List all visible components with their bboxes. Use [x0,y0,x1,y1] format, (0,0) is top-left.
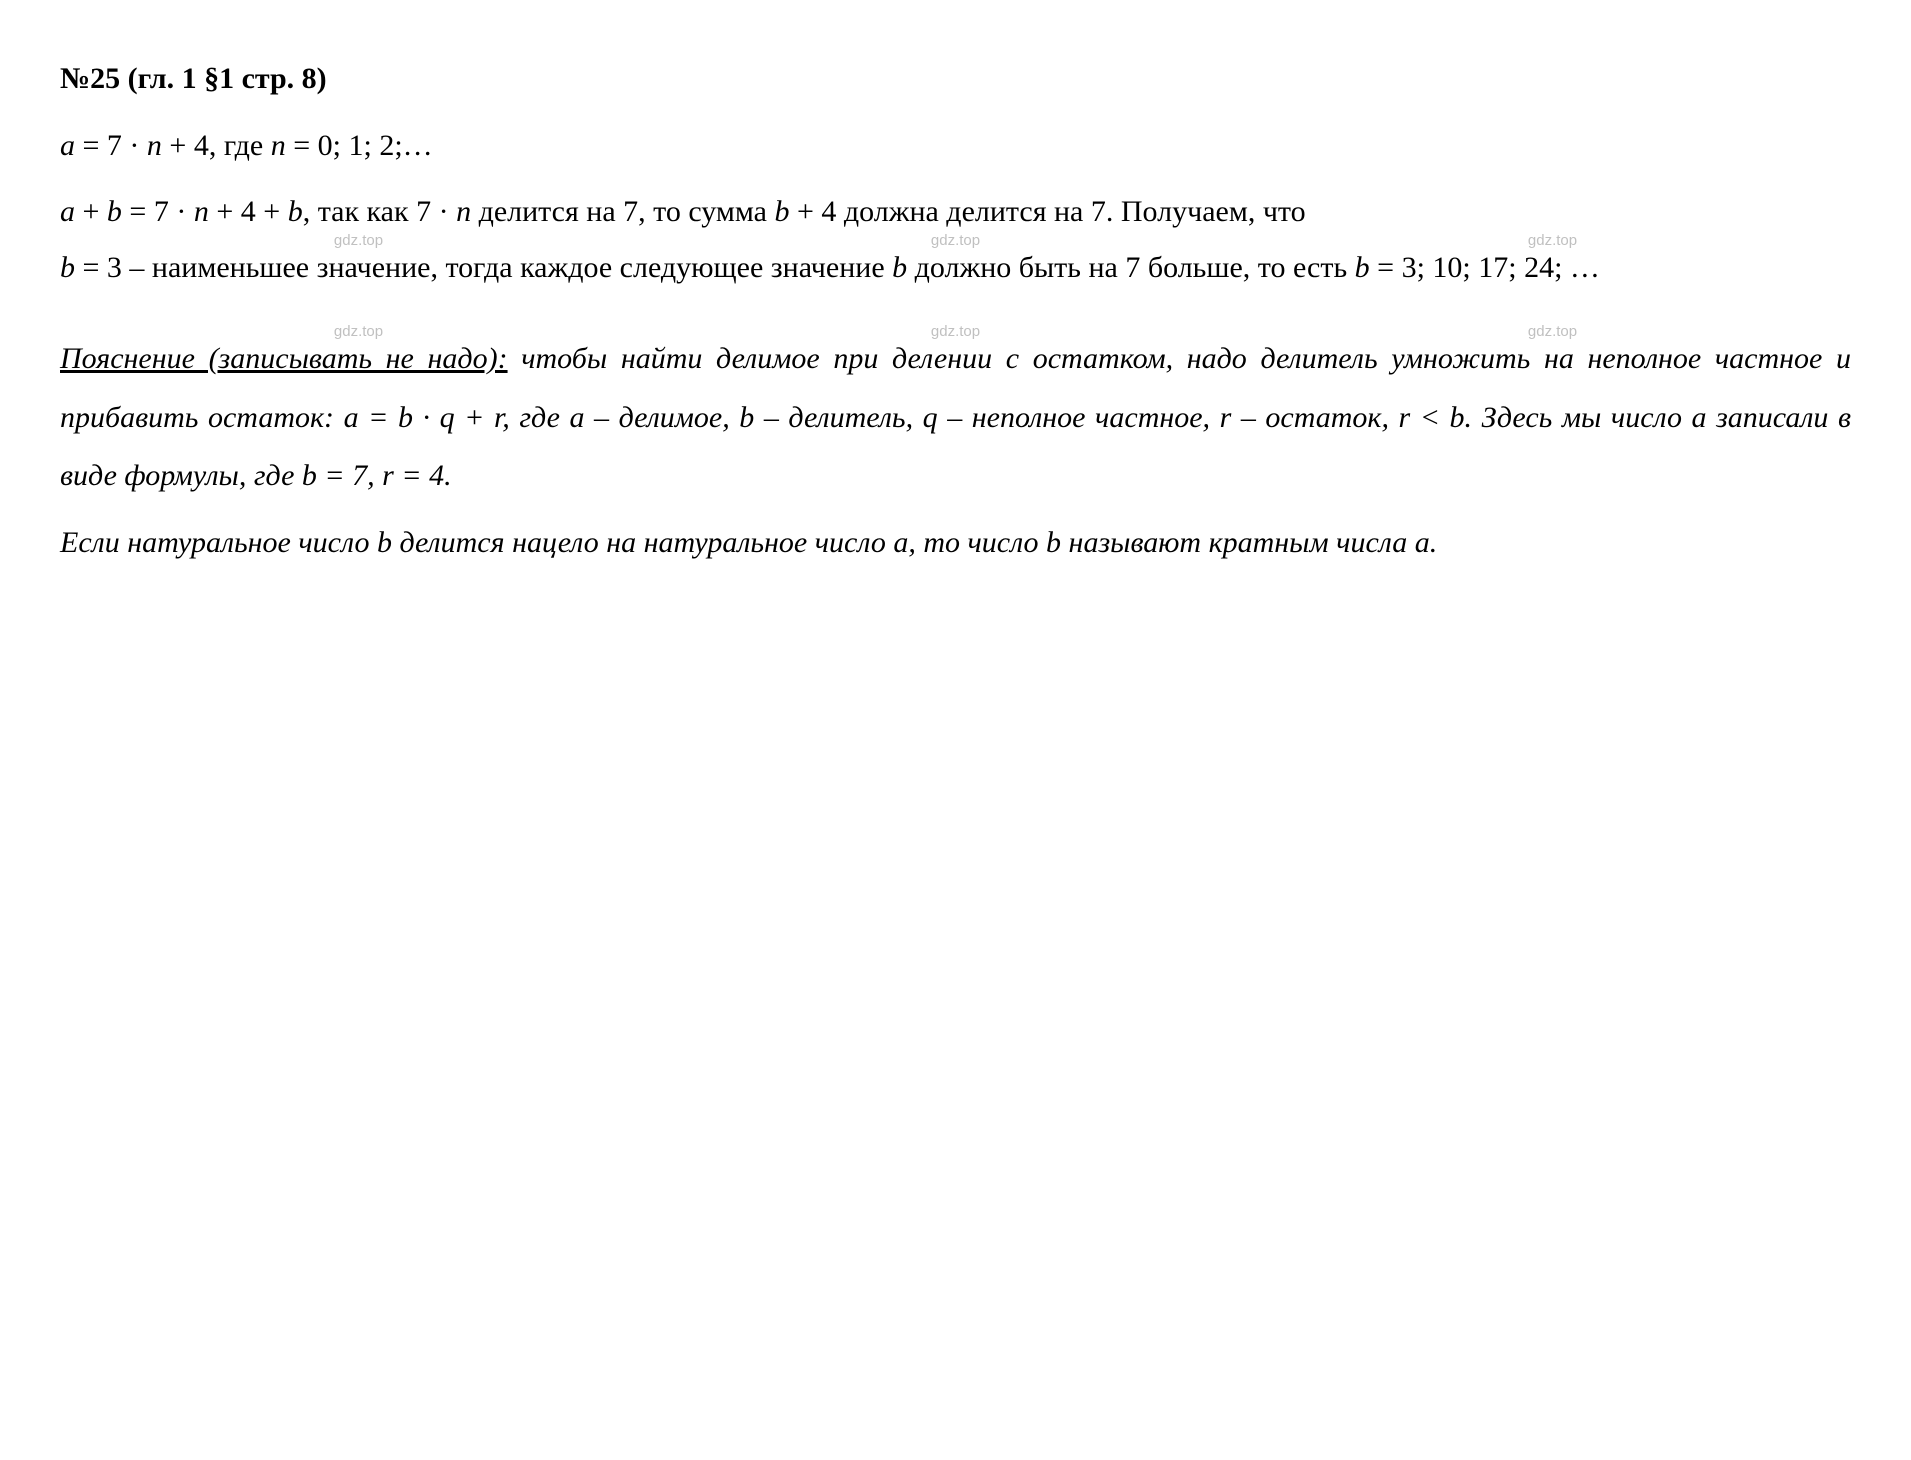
watermark: gdz.top [1528,236,1577,245]
explanation-text: Если натуральное число b делится нацело … [60,526,1437,559]
watermark: gdz.top [334,236,383,245]
explanation-2: Если натуральное число b делится нацело … [60,514,1851,573]
text: + 4 + [209,195,288,228]
var-a: a [60,129,75,162]
watermark: gdz.top [1528,327,1577,336]
var-n: n [194,195,209,228]
var-a: a [60,195,75,228]
var-n: n [271,129,286,162]
line-2: a + b = 7 · n + 4 + b, так как 7 · n дел… [60,183,1851,297]
explanation-label: Пояснение (записывать не надо): [60,342,508,375]
var-b: b [892,251,907,284]
text: = 0; 1; 2;… [286,129,433,162]
text: + [75,195,107,228]
var-n: n [147,129,162,162]
text: = 7 · [75,129,147,162]
var-b: b [60,251,75,284]
var-n: n [456,195,471,228]
text: = 3; 10; 17; 24; … [1370,251,1600,284]
text: , так как 7 · [303,195,456,228]
text: = 7 · [122,195,194,228]
text: = 3 – наименьшее значение, тогда каждое … [75,251,892,284]
explanation-1: gdz.top gdz.top gdz.top Пояснение (запис… [60,327,1851,506]
text: + 4, где [162,129,271,162]
var-b: b [774,195,789,228]
line-1: a = 7 · n + 4, где n = 0; 1; 2;… [60,117,1851,176]
watermark-row: gdz.top gdz.top gdz.top [60,236,1851,245]
watermark: gdz.top [931,236,980,245]
var-b: b [1355,251,1370,284]
watermark-row: gdz.top gdz.top gdz.top [60,327,1851,336]
text: делится на 7, то сумма [471,195,774,228]
watermark: gdz.top [931,327,980,336]
var-b: b [288,195,303,228]
text: + 4 должна делится на 7. Получаем, что [789,195,1305,228]
problem-heading: №25 (гл. 1 §1 стр. 8) [60,50,1851,109]
var-b: b [107,195,122,228]
text: должно быть на 7 больше, то есть [907,251,1355,284]
watermark: gdz.top [334,327,383,336]
